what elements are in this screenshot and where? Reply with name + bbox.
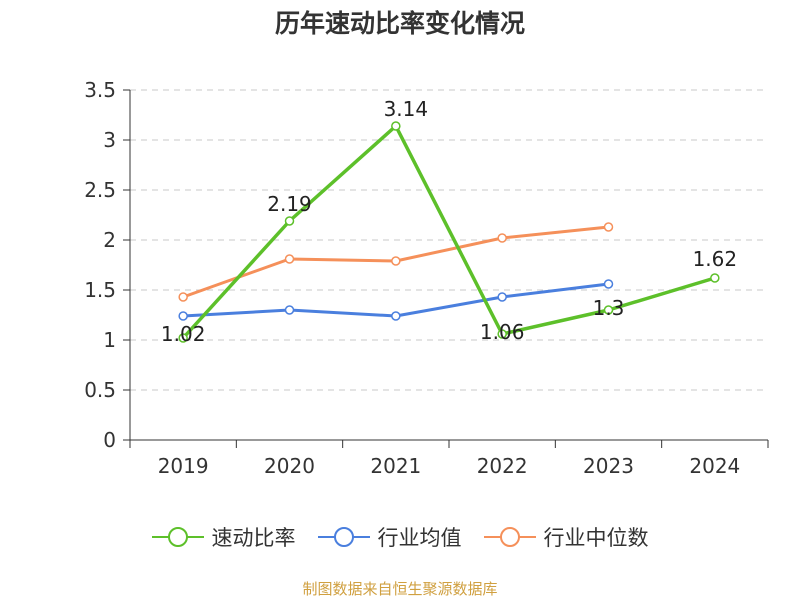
legend-item-3[interactable]: 行业中位数 bbox=[483, 522, 649, 552]
legend-label: 行业中位数 bbox=[543, 526, 649, 550]
data-point[interactable] bbox=[603, 305, 614, 315]
x-tick-label: 2020 bbox=[264, 454, 315, 478]
legend-item-2[interactable]: 行业均值 bbox=[317, 522, 462, 552]
data-point[interactable] bbox=[497, 233, 507, 243]
y-tick-label: 1.5 bbox=[84, 278, 116, 302]
x-tick-label: 2023 bbox=[583, 454, 634, 478]
series-2 bbox=[178, 279, 614, 321]
data-point[interactable] bbox=[603, 279, 614, 289]
data-point[interactable] bbox=[391, 256, 401, 266]
y-tick-label: 0.5 bbox=[84, 378, 116, 402]
legend-item-1[interactable]: 速动比率 bbox=[151, 522, 296, 552]
data-point[interactable] bbox=[391, 121, 401, 131]
x-tick-label: 2021 bbox=[370, 454, 421, 478]
data-label: 1.02 bbox=[161, 322, 206, 346]
series-line bbox=[181, 124, 716, 340]
y-tick-label: 3.5 bbox=[84, 78, 116, 102]
legend-marker-icon bbox=[317, 527, 370, 547]
data-label: 3.14 bbox=[384, 97, 429, 121]
data-point[interactable] bbox=[178, 311, 188, 321]
x-tick-label: 2019 bbox=[158, 454, 209, 478]
data-point[interactable] bbox=[710, 273, 720, 283]
data-label: 2.19 bbox=[267, 192, 312, 216]
source-note: 制图数据来自恒生聚源数据库 bbox=[302, 580, 498, 598]
legend-marker-icon bbox=[483, 527, 536, 547]
chart-title: 历年速动比率变化情况 bbox=[274, 9, 525, 38]
legend-marker-icon bbox=[151, 527, 204, 547]
data-point[interactable] bbox=[603, 222, 614, 232]
data-point[interactable] bbox=[497, 329, 507, 339]
data-label: 1.3 bbox=[593, 296, 625, 320]
legend-label: 速动比率 bbox=[211, 526, 296, 550]
data-point[interactable] bbox=[178, 292, 188, 302]
y-tick-label: 3 bbox=[103, 128, 116, 152]
series-line bbox=[183, 282, 609, 318]
data-label: 1.62 bbox=[693, 247, 738, 271]
y-tick-label: 2 bbox=[103, 228, 116, 252]
x-tick-label: 2024 bbox=[689, 454, 740, 478]
series-3 bbox=[178, 222, 614, 302]
data-label: 1.06 bbox=[480, 320, 525, 344]
data-point[interactable] bbox=[284, 305, 295, 315]
data-point[interactable] bbox=[497, 292, 507, 302]
y-tick-label: 1 bbox=[103, 328, 116, 352]
x-tick-label: 2022 bbox=[477, 454, 528, 478]
data-point[interactable] bbox=[391, 311, 401, 321]
y-tick-label: 0 bbox=[103, 428, 116, 452]
series-1 bbox=[178, 121, 720, 343]
legend-label: 行业均值 bbox=[377, 526, 462, 550]
data-point[interactable] bbox=[178, 333, 188, 343]
data-point[interactable] bbox=[284, 216, 295, 226]
legend: 速动比率 行业均值 行业中位数 bbox=[0, 520, 800, 554]
y-tick-label: 2.5 bbox=[84, 178, 116, 202]
data-point[interactable] bbox=[284, 254, 295, 264]
